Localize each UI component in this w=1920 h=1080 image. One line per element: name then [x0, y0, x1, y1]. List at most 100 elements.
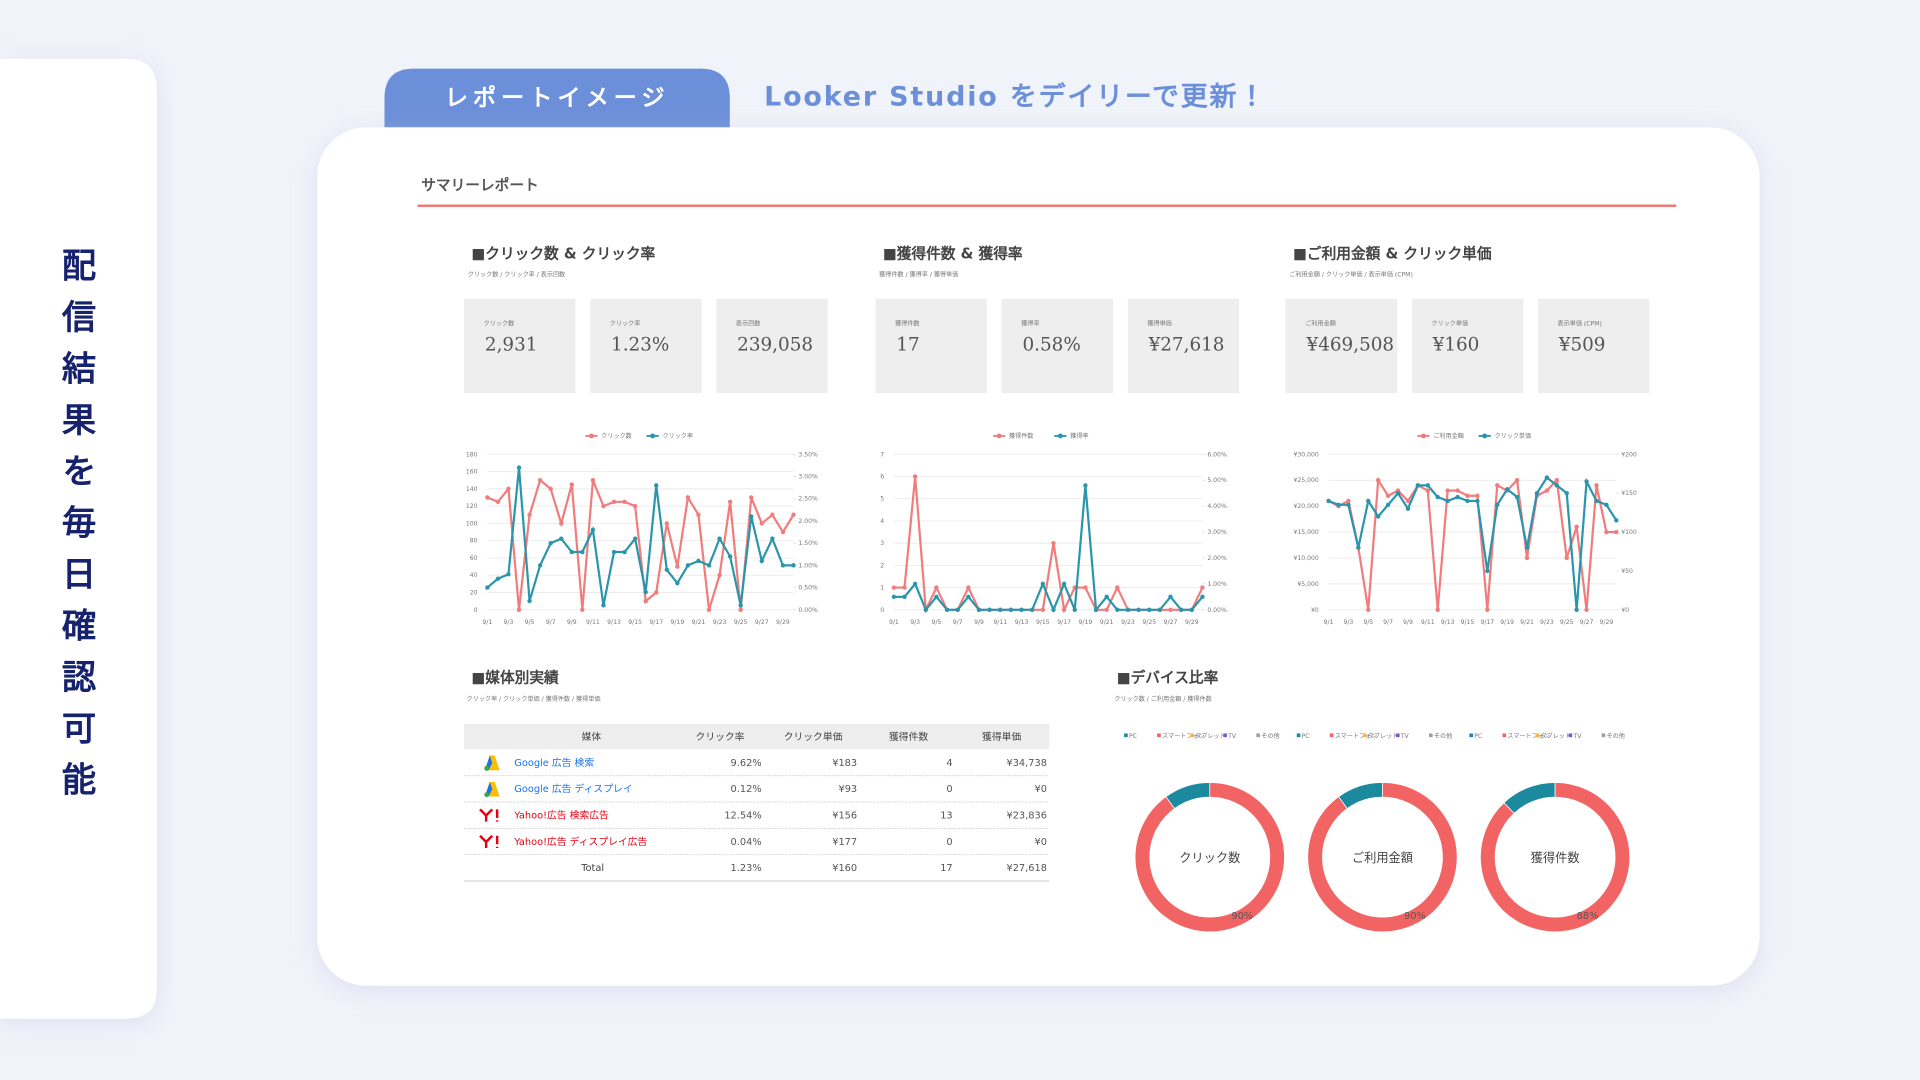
y2-tick-label: 1.50%	[798, 540, 818, 547]
x-tick-label: 9/9	[974, 619, 984, 626]
point	[1594, 498, 1599, 504]
legend-dot	[588, 433, 594, 439]
x-tick-label: 9/1	[482, 619, 492, 626]
y2-tick-label: 6.00%	[1207, 451, 1227, 458]
x-tick-label: 9/13	[607, 619, 621, 626]
y2-tick-label: 0.00%	[798, 607, 818, 614]
table-header-bg	[464, 723, 1050, 750]
legend-swatch	[1329, 733, 1334, 738]
legend-label: タブレット	[1195, 732, 1226, 740]
x-tick-label: 9/29	[1600, 619, 1614, 626]
point	[1375, 478, 1381, 483]
google-ads-icon-dot	[484, 765, 490, 771]
table-cell: ¥34,738	[1006, 758, 1046, 769]
table-header: クリック率	[696, 731, 745, 743]
table-cell: ¥183	[832, 758, 857, 769]
device-title: ■デバイス比率	[1117, 668, 1219, 686]
point	[516, 607, 522, 612]
point	[664, 567, 670, 573]
section-subtitle: 獲得件数 / 獲得率 / 獲得単価	[879, 270, 958, 278]
x-tick-label: 9/5	[525, 619, 535, 626]
point	[1534, 490, 1540, 496]
y-tick-label: ¥20,000	[1294, 503, 1319, 510]
point	[1435, 494, 1440, 500]
point	[987, 607, 992, 612]
point	[1455, 494, 1460, 500]
point	[1584, 479, 1589, 484]
x-tick-label: 9/27	[1164, 619, 1178, 626]
headline: Looker Studio をデイリーで更新！	[764, 80, 1267, 112]
x-tick-label: 9/27	[755, 619, 769, 626]
legend-label: スマートフォン	[1335, 733, 1378, 740]
point	[569, 549, 574, 555]
y2-tick-label: ¥150	[1621, 490, 1637, 497]
point	[1614, 518, 1619, 523]
y2-tick-label: 2.00%	[1207, 555, 1227, 562]
point	[537, 478, 543, 483]
legend-swatch	[1362, 733, 1367, 738]
legend-swatch	[1428, 733, 1433, 738]
point	[1385, 493, 1391, 498]
table-name: Yahoo!広告 ディスプレイ広告	[513, 835, 647, 848]
legend-swatch	[1502, 733, 1507, 738]
point	[1200, 585, 1205, 590]
point	[1465, 498, 1470, 504]
point	[1445, 498, 1450, 504]
y2-tick-label: 2.00%	[798, 518, 818, 525]
point	[1385, 502, 1391, 508]
legend-label: PC	[1474, 733, 1482, 740]
kpi-label: クリック数	[484, 319, 515, 327]
x-tick-label: 9/15	[628, 619, 642, 626]
section-title: ■ご利用金額 & クリック単価	[1293, 245, 1492, 263]
point	[1125, 607, 1131, 612]
point	[955, 607, 960, 612]
x-tick-label: 9/29	[1185, 619, 1199, 626]
y-tick-label: ¥10,000	[1294, 555, 1319, 562]
legend-label: TV	[1572, 733, 1582, 740]
kpi-value: ¥160	[1432, 334, 1480, 355]
kpi-value: ¥469,508	[1306, 334, 1395, 355]
legend-label: タブレット	[1368, 732, 1399, 740]
legend-label: PC	[1129, 733, 1137, 740]
x-tick-label: 9/25	[1142, 619, 1156, 626]
kpi-box	[1537, 298, 1650, 394]
x-tick-label: 9/23	[1121, 619, 1135, 626]
table-header: 媒体	[582, 730, 602, 743]
donut-title: クリック数	[1179, 850, 1240, 865]
point	[891, 585, 897, 590]
y2-tick-label: 3.00%	[798, 474, 818, 481]
kpi-box	[1411, 298, 1524, 394]
x-tick-label: 9/17	[1480, 619, 1494, 626]
y2-tick-label: ¥0	[1621, 607, 1629, 614]
point	[601, 603, 606, 608]
point	[780, 529, 786, 535]
point	[1093, 607, 1099, 612]
y-tick-label: 4	[880, 518, 884, 525]
point	[590, 527, 596, 533]
point	[654, 483, 659, 488]
point	[1346, 502, 1351, 508]
kpi-box	[1127, 298, 1240, 394]
point	[1346, 498, 1351, 504]
legend-swatch	[1157, 733, 1161, 738]
point	[1564, 555, 1569, 561]
table-cell: ¥177	[832, 837, 857, 848]
y-tick-label: 7	[880, 451, 884, 458]
kpi-box	[590, 298, 702, 394]
point	[590, 478, 596, 483]
point	[706, 563, 712, 568]
point	[675, 580, 680, 586]
x-tick-label: 9/7	[546, 619, 556, 626]
y-tick-label: 120	[466, 503, 478, 510]
x-tick-label: 9/27	[1580, 619, 1594, 626]
donut-value-label: 90%	[1404, 911, 1426, 922]
legend-swatch	[1223, 733, 1227, 738]
point	[1614, 529, 1619, 535]
section-title: ■獲得件数 & 獲得率	[883, 245, 1023, 263]
point	[1465, 493, 1470, 498]
kpi-box	[464, 298, 576, 394]
point	[643, 589, 648, 595]
point	[1445, 488, 1450, 493]
